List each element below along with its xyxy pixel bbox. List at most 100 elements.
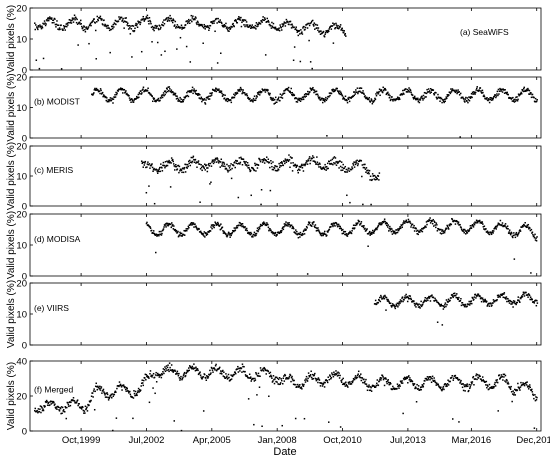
data-point — [236, 225, 238, 227]
data-point — [297, 98, 300, 101]
data-point — [162, 228, 165, 230]
data-point — [340, 91, 342, 94]
data-point — [273, 98, 276, 101]
data-point — [457, 379, 460, 381]
data-point — [179, 27, 181, 29]
data-point — [256, 23, 259, 26]
data-point — [377, 92, 380, 94]
data-point — [469, 302, 471, 305]
data-point — [455, 89, 457, 91]
data-point — [325, 379, 327, 381]
data-point — [391, 303, 394, 305]
data-point — [170, 226, 173, 229]
data-point — [394, 232, 397, 235]
data-point — [238, 16, 240, 18]
data-point — [201, 169, 203, 172]
data-point — [291, 227, 293, 230]
data-point — [290, 376, 293, 379]
data-point — [284, 25, 287, 27]
data-point — [270, 98, 272, 100]
data-point — [263, 367, 266, 370]
data-point — [284, 89, 286, 92]
data-point — [447, 301, 449, 303]
data-point — [299, 33, 301, 35]
data-point — [252, 101, 254, 103]
data-point — [496, 90, 499, 93]
data-point — [347, 97, 349, 99]
data-point — [328, 92, 331, 94]
data-point — [125, 17, 127, 19]
data-point — [38, 410, 41, 413]
data-point — [396, 388, 398, 390]
data-point — [501, 294, 503, 296]
data-point — [232, 22, 234, 25]
data-point — [371, 173, 374, 175]
data-point — [435, 96, 438, 99]
data-point — [316, 93, 319, 96]
data-point — [369, 179, 371, 181]
data-point — [446, 225, 449, 228]
data-point — [355, 89, 357, 91]
data-point — [346, 235, 349, 237]
data-point — [62, 25, 65, 27]
data-point — [439, 228, 441, 231]
data-point — [207, 167, 209, 169]
data-point — [533, 427, 536, 429]
data-point — [264, 91, 267, 93]
data-point — [83, 412, 85, 414]
data-point — [354, 376, 356, 379]
data-point — [389, 99, 392, 102]
data-point — [292, 383, 295, 386]
data-point — [292, 59, 295, 62]
data-point — [62, 409, 65, 411]
data-point — [284, 223, 287, 225]
data-point — [131, 56, 133, 58]
data-point — [436, 224, 438, 226]
data-point — [415, 98, 417, 101]
data-point — [225, 376, 228, 379]
data-point — [428, 219, 431, 222]
data-point — [225, 235, 228, 237]
data-point — [204, 102, 206, 104]
data-point — [270, 374, 272, 377]
data-point — [223, 97, 226, 100]
data-point — [481, 221, 484, 223]
data-point — [483, 225, 486, 227]
data-point — [264, 222, 266, 225]
data-point — [372, 174, 375, 177]
data-point — [73, 400, 76, 402]
data-point — [45, 399, 48, 402]
data-point — [286, 87, 289, 90]
data-point — [421, 303, 424, 306]
data-point — [417, 304, 419, 306]
data-point — [487, 304, 489, 306]
data-point — [338, 227, 341, 230]
data-point — [134, 390, 137, 393]
data-point — [240, 224, 243, 226]
data-point — [283, 226, 285, 228]
data-point — [189, 22, 191, 24]
data-point — [55, 406, 58, 408]
data-point — [365, 378, 367, 381]
data-point — [45, 401, 47, 404]
data-point — [534, 97, 537, 100]
data-point — [520, 296, 523, 298]
data-point — [321, 382, 323, 385]
data-point — [230, 177, 233, 180]
data-point — [105, 25, 108, 27]
data-point — [306, 380, 309, 382]
data-point — [448, 94, 450, 96]
data-point — [265, 373, 267, 375]
data-point — [346, 99, 348, 102]
data-point — [187, 369, 189, 372]
data-point — [144, 162, 146, 164]
data-point — [215, 223, 217, 225]
data-point — [438, 304, 441, 306]
data-point — [306, 27, 309, 29]
data-point — [100, 89, 102, 92]
data-point — [402, 89, 404, 92]
data-point — [195, 369, 198, 371]
data-point — [165, 365, 168, 367]
data-point — [289, 92, 292, 94]
data-point — [407, 221, 409, 224]
